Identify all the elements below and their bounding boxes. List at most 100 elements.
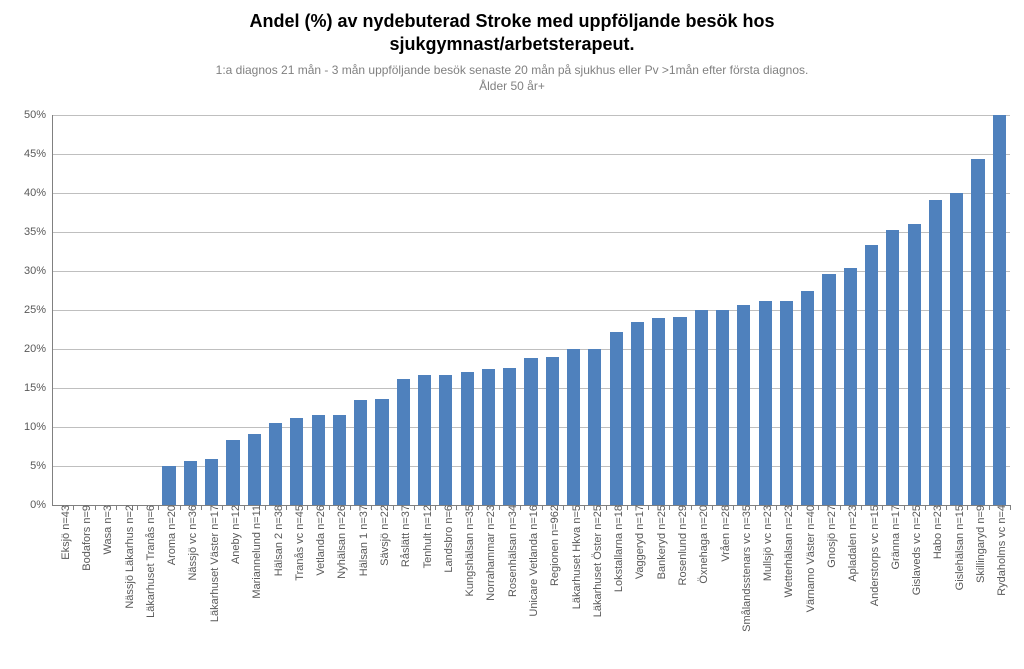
bar <box>397 379 410 505</box>
x-tick <box>499 505 500 510</box>
bar <box>886 230 899 505</box>
bar <box>737 305 750 505</box>
bar <box>822 274 835 505</box>
bar <box>354 400 367 505</box>
x-tick-label: Kungshälsan n=35 <box>458 505 476 596</box>
x-tick <box>946 505 947 510</box>
bar <box>652 318 665 505</box>
y-tick-label: 10% <box>24 421 52 433</box>
x-tick-label: Hälsan 1 n=37 <box>352 505 370 576</box>
x-tick-label: Tenhult n=12 <box>416 505 434 568</box>
x-tick-label: Nässjö vc n=36 <box>181 505 199 581</box>
x-tick-label: Nyhälsan n=26 <box>330 505 348 579</box>
x-tick-label: Bodafors n=9 <box>75 505 93 571</box>
chart-subtitle: 1:a diagnos 21 mån - 3 mån uppföljande b… <box>0 62 1024 94</box>
bar <box>461 372 474 505</box>
x-tick-label: Råslätt n=37 <box>394 505 412 567</box>
bar <box>673 317 686 505</box>
x-tick <box>350 505 351 510</box>
x-tick-label: Vråen n=28 <box>714 505 732 562</box>
title-line-2: sjukgymnast/arbetsterapeut. <box>389 34 634 54</box>
y-tick-label: 15% <box>24 382 52 394</box>
bar <box>801 291 814 506</box>
x-tick-label: Gnosjö n=27 <box>820 505 838 568</box>
chart-title: Andel (%) av nydebuterad Stroke med uppf… <box>0 10 1024 55</box>
x-tick-label: Mariannelund n=11 <box>245 505 263 599</box>
x-tick <box>414 505 415 510</box>
x-tick-label: Aroma n=20 <box>160 505 178 565</box>
x-tick-label: Wasa n=3 <box>96 505 114 554</box>
bar <box>290 418 303 505</box>
x-tick-label: Smålandsstenars vc n=35 <box>735 505 753 632</box>
x-tick <box>116 505 117 510</box>
x-tick-label: Läkarhuset Väster n=17 <box>203 505 221 622</box>
bar <box>780 301 793 505</box>
x-tick-label: Värnamo Väster n=40 <box>799 505 817 612</box>
x-tick-label: Wetterhälsan n=23 <box>777 505 795 597</box>
x-tick-label: Apladalen n=23 <box>841 505 859 582</box>
grid-line <box>52 193 1010 194</box>
x-tick-label: Habo n=23 <box>926 505 944 559</box>
bar <box>184 461 197 505</box>
bar <box>418 375 431 505</box>
bar <box>631 322 644 505</box>
y-tick-label: 20% <box>24 343 52 355</box>
bar <box>929 200 942 505</box>
bar <box>971 159 984 505</box>
x-tick-label: Vaggeryd n=17 <box>628 505 646 579</box>
x-tick-label: Läkarhuset Tranås n=6 <box>139 505 157 618</box>
bar <box>226 440 239 505</box>
grid-line <box>52 115 1010 116</box>
x-tick-label: Nässjö Läkarhus n=2 <box>118 505 136 609</box>
x-tick-label: Läkarhuset Hkva n=5 <box>565 505 583 609</box>
x-tick <box>712 505 713 510</box>
y-tick-label: 50% <box>24 109 52 121</box>
x-tick-label: Gränna n=17 <box>884 505 902 570</box>
bar <box>248 434 261 505</box>
bar <box>205 459 218 505</box>
bar <box>269 423 282 505</box>
y-tick-label: 35% <box>24 226 52 238</box>
x-tick-label: Norrahammar n=23 <box>479 505 497 601</box>
x-tick <box>861 505 862 510</box>
bar <box>908 224 921 505</box>
bar <box>503 368 516 505</box>
bar <box>524 358 537 505</box>
x-tick <box>648 505 649 510</box>
bar <box>482 369 495 505</box>
bar <box>162 466 175 505</box>
y-tick-label: 30% <box>24 265 52 277</box>
x-tick-label: Lokstallarna n=18 <box>607 505 625 592</box>
x-tick-label: Vetlanda n=26 <box>309 505 327 576</box>
x-tick <box>265 505 266 510</box>
subtitle-line-2: Ålder 50 år+ <box>479 79 545 93</box>
x-tick-label: Rydaholms vc n=4 <box>990 505 1008 596</box>
grid-line <box>52 232 1010 233</box>
x-tick <box>137 505 138 510</box>
y-tick-label: 40% <box>24 187 52 199</box>
bar <box>439 375 452 505</box>
subtitle-line-1: 1:a diagnos 21 mån - 3 mån uppföljande b… <box>216 63 809 77</box>
x-tick-label: Läkarhuset Öster n=25 <box>586 505 604 617</box>
chart-container: Andel (%) av nydebuterad Stroke med uppf… <box>0 0 1024 669</box>
x-tick-label: Regionen n=962 <box>543 505 561 586</box>
bar <box>375 399 388 505</box>
bar <box>844 268 857 505</box>
x-tick-label: Skillingaryd n=9 <box>969 505 987 583</box>
bar <box>610 332 623 505</box>
bar <box>333 415 346 505</box>
y-tick-label: 0% <box>30 499 52 511</box>
x-tick-label: Gislehälsan n=15 <box>948 505 966 590</box>
x-tick-label: Rosenhälsan n=34 <box>501 505 519 597</box>
bar <box>567 349 580 505</box>
x-tick-label: Rosenlund n=29 <box>671 505 689 585</box>
bar <box>865 245 878 505</box>
title-line-1: Andel (%) av nydebuterad Stroke med uppf… <box>249 11 774 31</box>
bar <box>993 115 1006 505</box>
x-tick-label: Tranås vc n=45 <box>288 505 306 581</box>
x-tick <box>797 505 798 510</box>
y-tick-label: 25% <box>24 304 52 316</box>
bar <box>950 193 963 505</box>
y-tick-label: 5% <box>30 460 52 472</box>
x-tick-label: Eksjö n=43 <box>54 505 72 560</box>
